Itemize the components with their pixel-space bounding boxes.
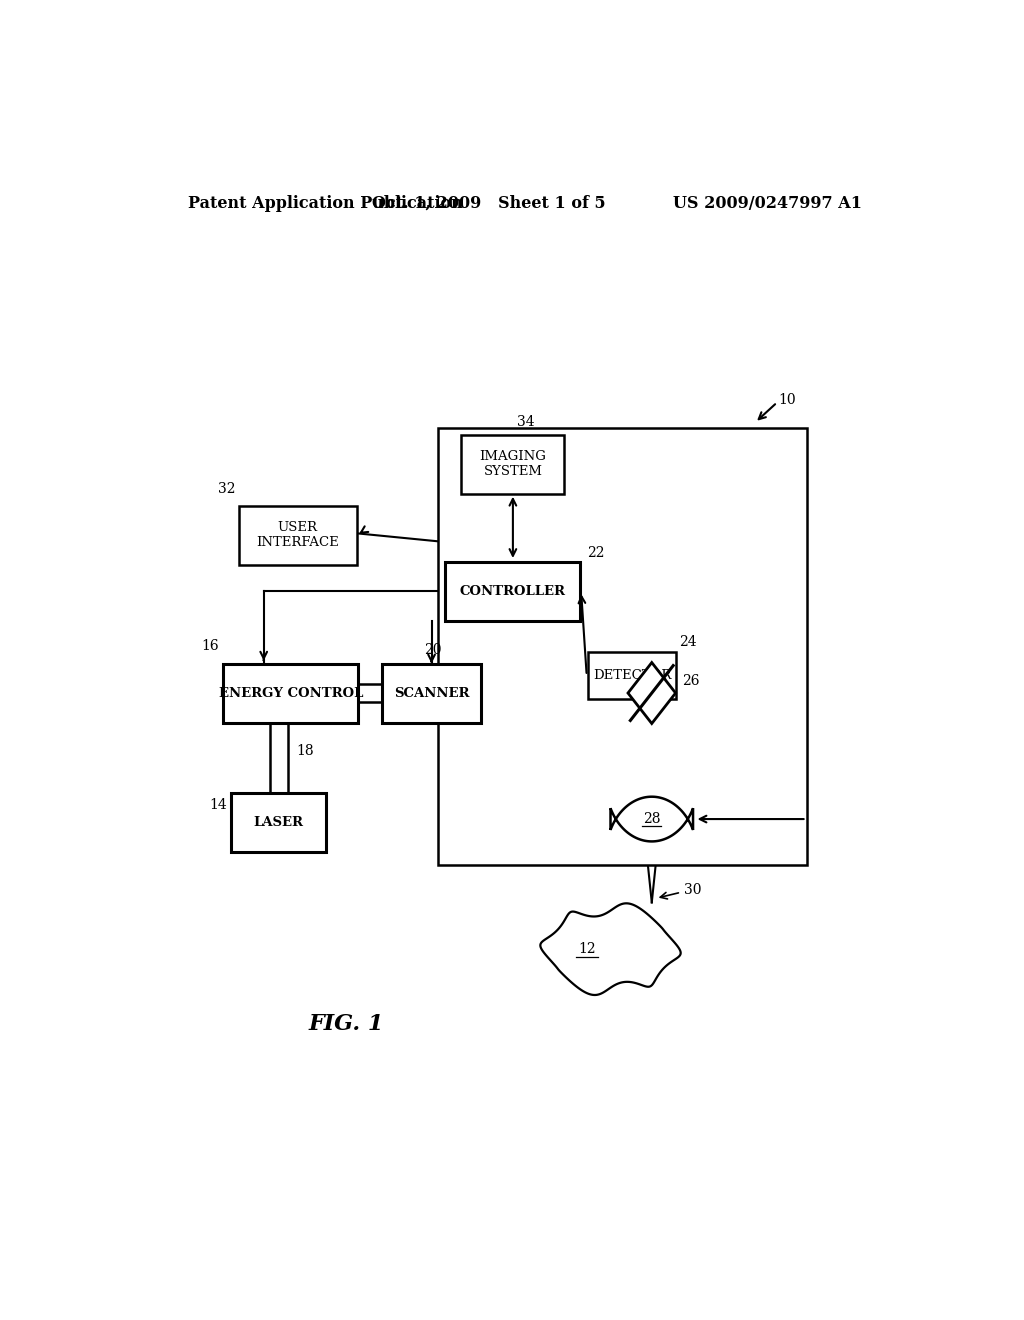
FancyBboxPatch shape bbox=[461, 434, 564, 494]
Text: Patent Application Publication: Patent Application Publication bbox=[187, 194, 462, 211]
Text: US 2009/0247997 A1: US 2009/0247997 A1 bbox=[673, 194, 862, 211]
Text: 20: 20 bbox=[424, 643, 441, 657]
Text: 30: 30 bbox=[684, 883, 701, 898]
Text: SCANNER: SCANNER bbox=[394, 686, 469, 700]
Text: 24: 24 bbox=[680, 635, 697, 649]
Text: 14: 14 bbox=[210, 799, 227, 812]
Text: 12: 12 bbox=[578, 942, 596, 956]
FancyBboxPatch shape bbox=[445, 562, 581, 620]
FancyBboxPatch shape bbox=[437, 428, 807, 865]
Text: 26: 26 bbox=[682, 675, 699, 688]
Polygon shape bbox=[628, 663, 676, 723]
FancyBboxPatch shape bbox=[223, 664, 358, 722]
Text: FIG. 1: FIG. 1 bbox=[308, 1014, 384, 1035]
Text: 18: 18 bbox=[296, 743, 314, 758]
Text: CONTROLLER: CONTROLLER bbox=[460, 585, 566, 598]
Text: 28: 28 bbox=[643, 812, 660, 826]
Polygon shape bbox=[541, 903, 681, 995]
Text: 32: 32 bbox=[218, 482, 236, 496]
Text: LASER: LASER bbox=[254, 816, 304, 829]
Text: 22: 22 bbox=[587, 546, 604, 560]
FancyBboxPatch shape bbox=[382, 664, 481, 722]
Text: 16: 16 bbox=[202, 639, 219, 653]
FancyBboxPatch shape bbox=[240, 506, 356, 565]
Polygon shape bbox=[610, 797, 693, 841]
Text: Oct. 1, 2009   Sheet 1 of 5: Oct. 1, 2009 Sheet 1 of 5 bbox=[373, 194, 606, 211]
Text: 10: 10 bbox=[778, 393, 797, 408]
Text: ENERGY CONTROL: ENERGY CONTROL bbox=[218, 686, 362, 700]
Text: IMAGING
SYSTEM: IMAGING SYSTEM bbox=[479, 450, 547, 478]
Text: 34: 34 bbox=[517, 414, 535, 429]
Text: USER
INTERFACE: USER INTERFACE bbox=[256, 521, 339, 549]
Text: DETECTOR: DETECTOR bbox=[593, 669, 671, 682]
FancyBboxPatch shape bbox=[231, 792, 327, 851]
FancyBboxPatch shape bbox=[588, 652, 676, 700]
